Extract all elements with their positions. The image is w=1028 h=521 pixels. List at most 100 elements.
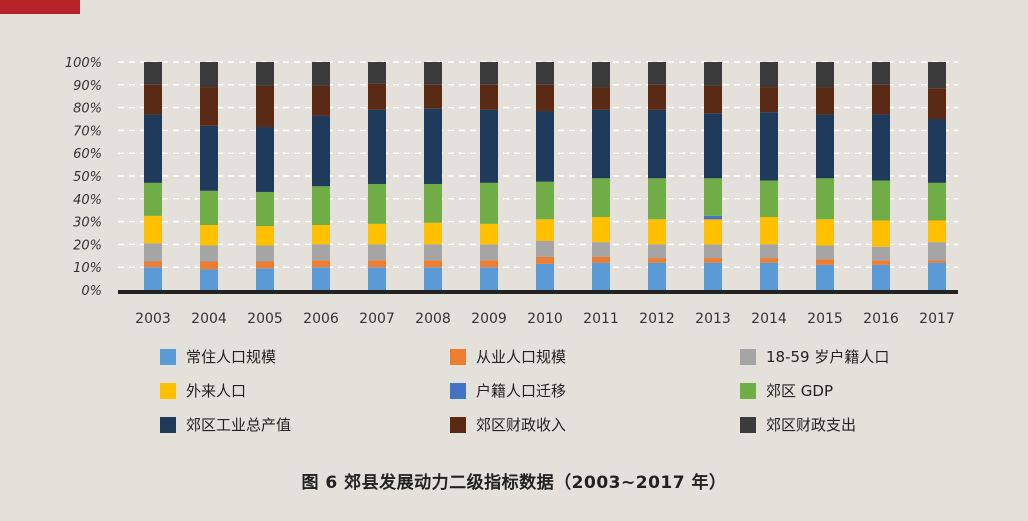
bar-segment	[592, 178, 610, 218]
bar-segment	[928, 262, 946, 290]
bar-segment	[256, 226, 274, 246]
legend-item: 户籍人口迁移	[450, 380, 566, 401]
bar-segment	[928, 260, 946, 263]
x-tick-label: 2011	[583, 311, 619, 327]
bar-segment	[592, 217, 610, 243]
bar-segment	[704, 215, 722, 220]
bar-segment	[368, 183, 386, 224]
bar-segment	[312, 244, 330, 261]
y-tick-label: 40%	[73, 193, 102, 208]
bar-segment	[200, 125, 218, 191]
bar-segment	[872, 246, 890, 261]
x-tick-label: 2004	[191, 311, 227, 327]
bar-segment	[816, 219, 834, 246]
x-tick-label: 2012	[639, 311, 675, 327]
y-tick-label: 100%	[65, 56, 102, 71]
legend-item: 外来人口	[160, 380, 246, 401]
bar-segment	[536, 84, 554, 112]
bar-segment	[648, 62, 666, 85]
bar-segment	[312, 85, 330, 116]
bar-segment	[704, 244, 722, 259]
legend-swatch	[450, 416, 466, 433]
bar-segment	[872, 260, 890, 265]
bar-segment	[424, 108, 442, 184]
bar-segment	[592, 256, 610, 263]
bar-segment	[648, 244, 666, 259]
bar-segment	[312, 260, 330, 268]
bar-segment	[704, 62, 722, 86]
bar-segment	[200, 269, 218, 290]
bar-segment	[480, 62, 498, 85]
bar-segment	[648, 84, 666, 110]
bar-segment	[144, 243, 162, 262]
bar-segment	[704, 258, 722, 263]
legend-swatch	[740, 348, 756, 365]
x-tick-label: 2005	[247, 311, 283, 327]
bar-segment	[256, 261, 274, 269]
legend-label: 郊区财政支出	[766, 416, 857, 434]
legend-item: 郊区财政支出	[740, 414, 856, 435]
bar-segment	[760, 87, 778, 113]
bar-segment	[144, 182, 162, 216]
legend-label: 18-59 岁户籍人口	[766, 348, 890, 366]
bar-segment	[536, 181, 554, 220]
bar-segment	[704, 262, 722, 290]
bar-segment	[648, 219, 666, 245]
bar-segment	[592, 262, 610, 290]
bar-segment	[200, 261, 218, 270]
bar-segment	[592, 109, 610, 179]
bar-segment	[816, 87, 834, 115]
x-tick-label: 2010	[527, 311, 563, 327]
bar-segment	[928, 88, 946, 119]
bar-segment	[368, 109, 386, 184]
legend-label: 郊区财政收入	[476, 416, 567, 434]
x-tick-label: 2003	[135, 311, 171, 327]
bar-segment	[144, 215, 162, 244]
figure-caption: 图 6 郊县发展动力二级指标数据（2003~2017 年）	[301, 473, 727, 493]
bar-segment	[200, 87, 218, 126]
bar-segment	[424, 62, 442, 85]
legend-swatch	[160, 348, 176, 365]
bar-segment	[816, 178, 834, 220]
header-accent-bar	[0, 0, 80, 14]
bar-segment	[648, 262, 666, 290]
bar-segment	[368, 244, 386, 261]
bar-segment	[256, 191, 274, 227]
bar-segment	[424, 260, 442, 268]
x-tick-label: 2016	[863, 311, 899, 327]
bar-segment	[312, 225, 330, 245]
legend-label: 外来人口	[186, 382, 247, 400]
bar-segment	[592, 62, 610, 88]
bar-segment	[760, 62, 778, 88]
bar-segment	[144, 267, 162, 290]
legend-item: 从业人口规模	[450, 346, 566, 367]
bar-segment	[760, 112, 778, 181]
bar-segment	[144, 114, 162, 183]
bar-segment	[256, 85, 274, 127]
legend-swatch	[160, 382, 176, 399]
bar-segment	[424, 183, 442, 223]
bar-segment	[480, 182, 498, 224]
legend-label: 从业人口规模	[476, 348, 567, 366]
bar-segment	[816, 114, 834, 179]
bar-segment	[312, 267, 330, 290]
bar-segment	[480, 260, 498, 268]
y-tick-label: 10%	[73, 261, 102, 276]
legend-label: 户籍人口迁移	[476, 382, 567, 400]
legend-item: 18-59 岁户籍人口	[740, 346, 889, 367]
bar-segment	[368, 223, 386, 245]
x-tick-label: 2015	[807, 311, 843, 327]
bar-segment	[200, 190, 218, 226]
y-tick-label: 20%	[73, 238, 102, 253]
x-tick-label: 2017	[919, 311, 955, 327]
bar-segment	[424, 244, 442, 261]
bar-segment	[200, 225, 218, 246]
bar-segment	[256, 62, 274, 86]
y-tick-label: 0%	[81, 284, 102, 299]
legend-swatch	[160, 416, 176, 433]
bar-segment	[872, 220, 890, 247]
legend-label: 郊区 GDP	[766, 382, 833, 400]
legend-item: 郊区 GDP	[740, 380, 833, 401]
y-tick-label: 70%	[73, 124, 102, 139]
